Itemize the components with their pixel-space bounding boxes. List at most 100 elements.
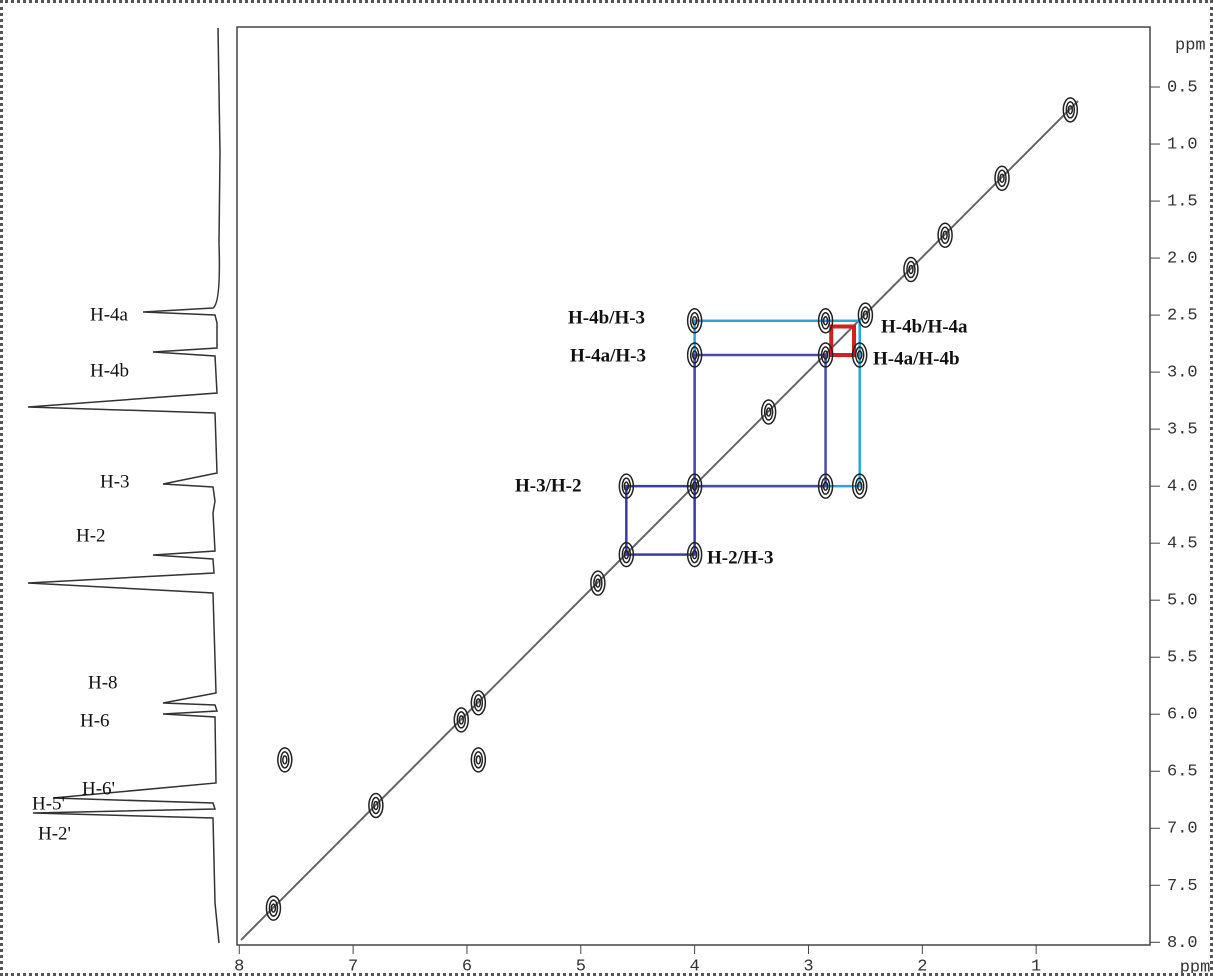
cross-peak (851, 342, 868, 368)
contour (908, 264, 914, 275)
contour (270, 903, 277, 913)
contour (854, 477, 865, 495)
contour (854, 346, 865, 364)
cross-peak (817, 473, 834, 499)
contour (470, 690, 487, 716)
y-tick-label: 8.0 (1167, 934, 1198, 953)
contour (686, 473, 703, 499)
contour (860, 306, 871, 324)
cross-peak (903, 256, 919, 283)
contour (817, 342, 834, 368)
contour (686, 308, 703, 334)
x-tick-label: 1 (1031, 957, 1041, 973)
y-tick-label: 1.5 (1167, 193, 1198, 212)
cross-peak (817, 342, 834, 368)
cross-peak (857, 302, 874, 328)
contour (277, 747, 293, 773)
contour (822, 316, 829, 326)
contour (856, 481, 863, 491)
contour (940, 226, 950, 245)
cross-peak (817, 308, 834, 334)
cross-peak (686, 308, 703, 334)
contour (906, 260, 916, 279)
projection-label: H-8 (88, 672, 118, 693)
cross-peak (994, 165, 1010, 191)
x-tick-label: 8 (234, 957, 244, 973)
cross-peak (277, 747, 293, 773)
y-tick-label: 3.0 (1167, 364, 1198, 383)
cross-peak (618, 473, 635, 499)
x-axis-label: ppm (1180, 958, 1210, 973)
peak-annotation: H-4a/H-4b (873, 348, 960, 369)
contour (689, 477, 700, 495)
contour (691, 350, 698, 360)
contour (689, 346, 700, 364)
contour (473, 694, 484, 712)
contour (820, 312, 831, 330)
contour (689, 545, 700, 564)
contour (618, 473, 635, 499)
projection-label: H-4b (90, 360, 129, 381)
y-tick-label: 6.5 (1167, 763, 1198, 782)
contour (862, 310, 869, 320)
contour (618, 541, 635, 568)
contour (691, 316, 698, 326)
cross-peak (851, 473, 868, 499)
contour (373, 800, 379, 811)
contour (621, 477, 632, 495)
contour (820, 477, 831, 495)
cross-peak (618, 541, 635, 568)
contour (851, 473, 868, 499)
contour (280, 751, 290, 769)
contour (760, 399, 777, 425)
contour (856, 350, 863, 360)
y-tick-label: 4.0 (1167, 478, 1198, 497)
y-tick-label: 7.0 (1167, 820, 1198, 839)
cross-peak (686, 541, 703, 568)
contour (456, 711, 467, 729)
contour (453, 707, 470, 733)
peak-annotation: H-2/H-3 (707, 547, 774, 568)
contour (1065, 101, 1076, 119)
contour (623, 549, 630, 560)
contour (822, 350, 829, 360)
contour (593, 574, 603, 592)
coupling-box (693, 353, 827, 488)
x-tick-label: 3 (803, 957, 813, 973)
contour (470, 747, 487, 773)
peak-annotation: H-4a/H-3 (570, 345, 646, 366)
projection-label: H-2' (38, 823, 71, 844)
x-tick-label: 2 (917, 957, 927, 973)
contour (686, 541, 703, 568)
y-tick-label: 4.5 (1167, 535, 1198, 554)
cross-peak (686, 473, 703, 499)
contour (1062, 97, 1079, 123)
x-tick-label: 4 (690, 957, 700, 973)
contour (857, 302, 874, 328)
contour (623, 481, 630, 491)
contour (820, 346, 831, 364)
contour (621, 545, 632, 564)
y-tick-label: 5.0 (1167, 592, 1198, 611)
projection-label: H-6 (80, 710, 110, 731)
projection-label: H-6' (82, 778, 115, 799)
cross-peak (453, 707, 470, 733)
cross-peak (265, 895, 282, 921)
diagonal-ridge (240, 100, 1079, 941)
y-tick-label: 3.5 (1167, 421, 1198, 440)
contour (282, 755, 288, 765)
cross-peak (937, 222, 953, 249)
cross-peak (470, 747, 487, 773)
contour (1067, 105, 1074, 115)
contour (458, 715, 465, 725)
contour (473, 751, 484, 769)
cross-peak (686, 342, 703, 368)
peak-annotation: H-3/H-2 (515, 475, 582, 496)
cross-peak (368, 792, 384, 819)
y-tick-label: 2.0 (1167, 250, 1198, 269)
coupling-box (625, 484, 696, 556)
projection-label: H-5' (32, 793, 65, 814)
chart: ppm ppm 0.5 1.0 1.5 2.0 2.5 3.0 3.5 4.0 4.5 5.0 5.… (27, 26, 1210, 973)
peak-annotation: H-4b/H-3 (568, 307, 645, 328)
cross-peak (590, 570, 606, 596)
